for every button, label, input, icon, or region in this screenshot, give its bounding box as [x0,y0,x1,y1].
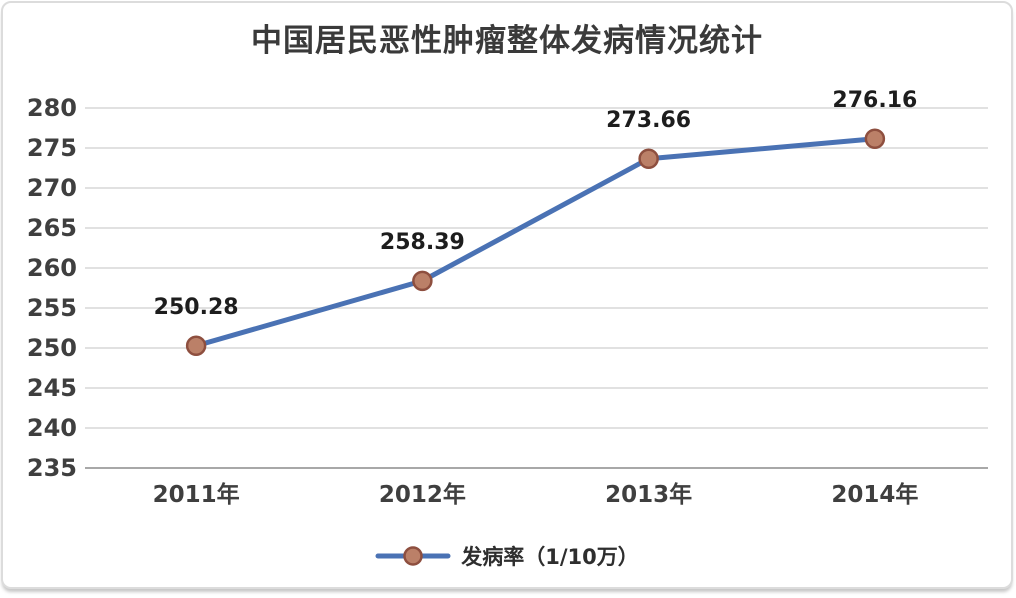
x-tick-label: 2011年 [152,482,240,508]
series-line [193,136,878,349]
y-tick-label: 260 [26,254,77,282]
line-chart-plot-area [85,107,988,469]
y-tick-label: 240 [26,414,77,442]
data-point-label: 250.28 [153,294,239,320]
legend: 发病率（1/10万） [3,539,1011,573]
y-tick-label: 270 [26,174,77,202]
data-point-marker [864,128,886,149]
data-point-label: 273.66 [606,107,692,133]
x-tick-label: 2013年 [605,482,693,508]
y-tick-label: 250 [26,334,77,362]
y-tick-label: 245 [26,374,77,402]
legend-label: 发病率（1/10万） [461,545,639,569]
data-point-marker [638,148,659,169]
chart-title: 中国居民恶性肿瘤整体发病情况统计 [251,23,763,59]
x-tick-label: 2014年 [831,482,919,508]
data-point-marker [185,335,207,357]
data-point-label: 276.16 [832,87,918,113]
legend-line-marker-icon [375,546,451,566]
chart-frame: 中国居民恶性肿瘤整体发病情况统计 280 275 270 265 260 255 250 24… [1,1,1013,589]
y-tick-label: 280 [26,94,77,122]
data-point-marker [412,270,433,292]
data-point-label: 258.39 [379,229,465,255]
y-tick-label: 235 [26,454,77,482]
x-tick-label: 2012年 [378,482,466,508]
y-tick-label: 265 [26,214,77,242]
y-tick-label: 275 [26,134,77,162]
y-tick-label: 255 [26,294,77,322]
